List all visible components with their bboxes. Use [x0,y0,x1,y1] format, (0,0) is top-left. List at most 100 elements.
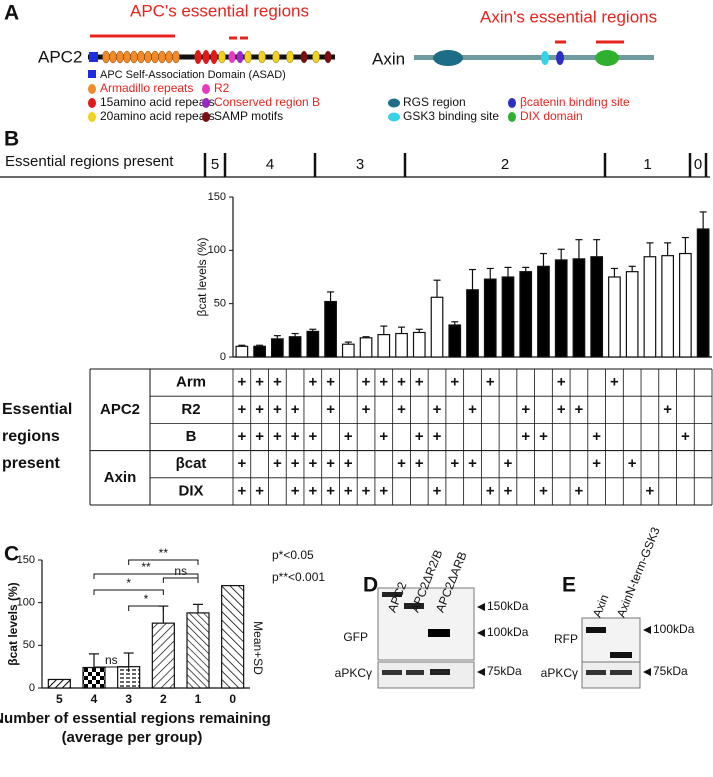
x-tick-label: 1 [195,692,202,706]
y-tick-label: 100 [208,244,226,256]
bar [306,330,320,358]
dix-domain [595,50,619,66]
cell-plus: + [592,455,601,472]
cell-plus: + [557,401,566,418]
bcat-site [556,51,564,65]
cell-plus: + [344,428,353,445]
legend-swatch [88,84,96,94]
bar [324,300,337,358]
cell-plus: + [663,401,672,418]
bar [643,256,657,358]
significance-bracket [93,589,164,595]
row-label: GFP [343,630,368,644]
cell-plus: + [450,455,459,472]
bar [554,259,568,358]
cell-plus: + [521,428,530,445]
bar [466,289,479,358]
bar [235,345,249,358]
legend-text: Armadillo repeats [100,81,193,95]
cell-plus: + [326,374,335,391]
group-label: 3 [356,156,364,173]
cell-plus: + [486,374,495,391]
r2 [228,51,236,63]
y-tick-label: 100 [17,597,35,609]
bar [625,271,639,358]
legend-swatch [508,112,516,122]
p-note: p**<0.001 [272,570,325,584]
legend-text: 20amino acid repeats [100,109,215,123]
bar [395,332,408,358]
cell-plus: + [468,455,477,472]
significance-bracket [162,577,199,583]
bar [696,228,710,358]
band [428,629,450,637]
x-tick-label: 5 [56,692,63,706]
row-label: B [186,428,197,445]
row-label: βcat [176,455,207,472]
bar [501,276,515,358]
cell-plus: + [628,455,637,472]
cell-plus: + [291,428,300,445]
band [586,627,606,633]
group-label: 4 [266,156,274,173]
group-label: 5 [211,156,219,173]
bar [151,622,175,689]
apc-name: APC2 [38,47,82,66]
axin-backbone [414,55,654,60]
cell-plus: + [237,455,246,472]
legend-swatch [202,84,210,94]
cell-plus: + [575,482,584,499]
bar [253,345,266,358]
cell-plus: + [646,482,655,499]
cell-plus: + [433,428,442,445]
significance-label: ns [174,564,187,578]
row-label: aPKCγ [335,666,372,680]
legend-swatch [88,112,96,122]
cell-plus: + [504,455,513,472]
cell-plus: + [326,455,335,472]
cell-plus: + [468,401,477,418]
cell-plus: + [539,428,548,445]
bar [537,265,550,358]
significance-label: ** [159,546,169,560]
band [610,670,632,675]
cell-plus: + [379,374,388,391]
cell-plus: + [415,455,424,472]
apc-title: APC's essential regions [130,1,309,20]
x-axis-label: Number of essential regions remaining [0,710,271,727]
cell-plus: + [362,482,371,499]
bar [572,258,586,358]
cell-plus: + [291,455,300,472]
blot [377,587,475,661]
marker-label: 100kDa [487,625,529,639]
cell-plus: + [504,482,513,499]
legend-swatch [388,98,400,108]
legend-text: βcatenin binding site [520,95,630,109]
arrow [477,603,485,611]
cell-plus: + [344,455,353,472]
cell-plus: + [681,428,690,445]
legend-swatch [88,70,96,78]
significance-bracket [93,573,199,579]
band [610,652,632,658]
panel-label: C [4,543,19,566]
cell-plus: + [326,401,335,418]
row-label: aPKCγ [541,666,578,680]
cell-plus: + [273,374,282,391]
cell-plus: + [539,482,548,499]
cell-plus: + [433,482,442,499]
row-label: R2 [181,401,200,418]
x-tick-label: 3 [125,692,132,706]
lane-label: Axin [590,592,612,619]
cell-plus: + [521,401,530,418]
rgs-region [433,50,463,66]
y-tick-label: 50 [214,298,226,310]
row-label: RFP [554,632,578,646]
cell-plus: + [291,482,300,499]
cell-plus: + [344,482,353,499]
bar [270,338,284,358]
cell-plus: + [362,374,371,391]
bar [483,278,497,358]
bar [661,255,675,358]
panel-a: A APC's essential regions APC2 APC Self-… [4,1,657,123]
